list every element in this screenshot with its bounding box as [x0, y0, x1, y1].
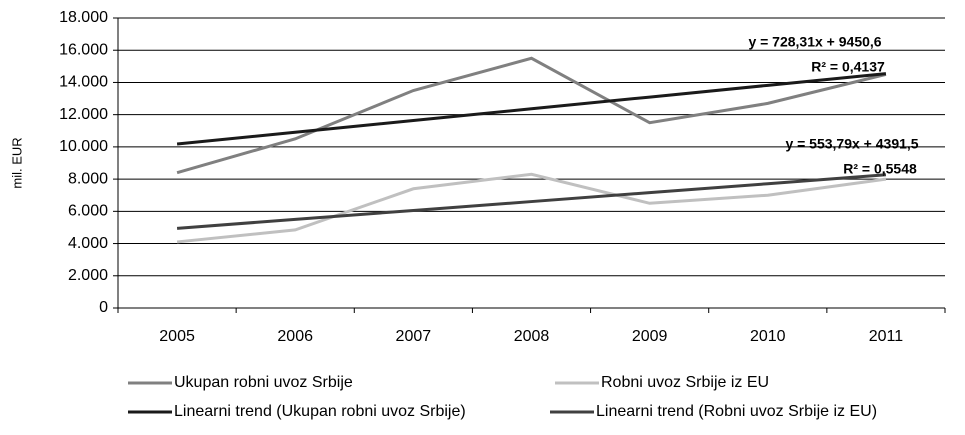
- y-tick-label: 8.000: [68, 170, 108, 187]
- x-tick-label: 2010: [750, 328, 786, 345]
- legend-label: Robni uvoz Srbije iz EU: [601, 374, 769, 391]
- y-tick-label: 4.000: [68, 235, 108, 252]
- x-tick-label: 2005: [159, 328, 195, 345]
- y-axis-label: mil. EUR: [9, 137, 24, 188]
- y-tick-label: 10.000: [59, 138, 108, 155]
- trend-equation: y = 728,31x + 9450,6: [748, 34, 881, 50]
- legend-label: Linearni trend (Robni uvoz Srbije iz EU): [596, 403, 877, 420]
- y-tick-label: 0: [99, 299, 108, 316]
- y-tick-label: 6.000: [68, 203, 108, 220]
- series-line: [176, 72, 887, 146]
- x-tick-label: 2007: [396, 328, 432, 345]
- series-line: [176, 56, 887, 175]
- x-tick-label: 2006: [277, 328, 313, 345]
- x-tick-label: 2008: [514, 328, 550, 345]
- series-line: [176, 172, 887, 244]
- trend-equation: y = 553,79x + 4391,5: [785, 136, 918, 152]
- x-tick-label: 2009: [632, 328, 668, 345]
- x-tick-label: 2011: [869, 328, 904, 345]
- legend-label: Ukupan robni uvoz Srbije: [174, 374, 353, 391]
- y-tick-label: 18.000: [59, 9, 108, 26]
- trend-equation: R² = 0,4137: [811, 59, 885, 75]
- y-tick-label: 14.000: [59, 74, 108, 91]
- trend-equation: R² = 0,5548: [843, 161, 917, 177]
- y-tick-label: 12.000: [59, 106, 108, 123]
- series-line: [176, 173, 887, 230]
- y-tick-label: 2.000: [68, 267, 108, 284]
- legend-label: Linearni trend (Ukupan robni uvoz Srbije…: [174, 403, 466, 420]
- y-tick-label: 16.000: [59, 41, 108, 58]
